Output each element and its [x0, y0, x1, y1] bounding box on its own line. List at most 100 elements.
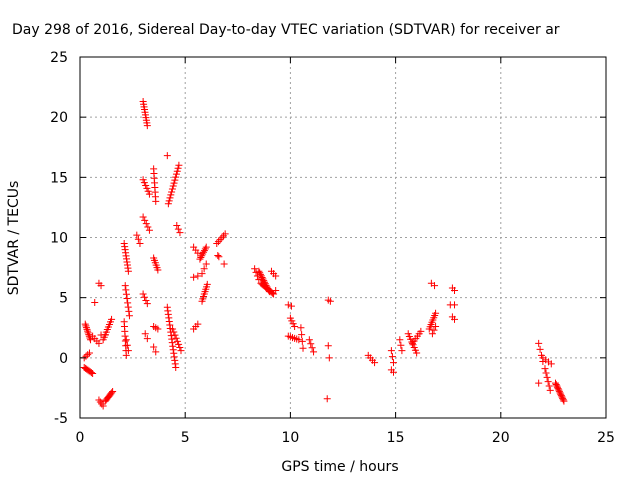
x-tick-label: 0: [76, 430, 85, 446]
data-point: [141, 216, 149, 224]
data-point: [150, 343, 158, 351]
data-point: [139, 213, 147, 221]
data-point: [124, 267, 132, 275]
data-point: [167, 191, 175, 199]
data-point: [547, 360, 555, 368]
x-tick-label: 15: [387, 430, 405, 446]
data-point: [143, 300, 151, 308]
data-point: [84, 329, 92, 337]
data-point: [85, 349, 93, 357]
data-point: [176, 229, 184, 237]
data-point: [122, 336, 130, 344]
x-tick-label: 10: [281, 430, 299, 446]
data-point: [124, 347, 132, 355]
data-point: [172, 170, 180, 178]
data-point: [220, 260, 228, 268]
data-point: [123, 341, 131, 349]
data-point: [535, 339, 543, 347]
data-point: [121, 282, 129, 290]
data-point: [133, 231, 141, 239]
data-point: [152, 348, 160, 356]
data-points: [80, 98, 568, 410]
data-point: [145, 190, 153, 198]
data-point: [172, 363, 180, 371]
data-point: [202, 260, 210, 268]
data-point: [173, 337, 181, 345]
data-point: [398, 347, 406, 355]
data-point: [431, 282, 439, 290]
data-point: [326, 297, 334, 305]
y-tick-label: 10: [50, 231, 68, 247]
data-point: [85, 331, 93, 339]
data-point: [154, 266, 162, 274]
data-point: [559, 396, 567, 404]
data-point: [139, 176, 147, 184]
data-point: [173, 221, 181, 229]
data-point: [190, 273, 198, 281]
data-point: [257, 272, 265, 280]
data-point: [200, 265, 208, 273]
data-point: [432, 323, 440, 331]
data-point: [168, 185, 176, 193]
data-point: [194, 320, 202, 328]
data-point: [163, 152, 171, 160]
data-point: [172, 334, 180, 342]
data-point: [87, 336, 95, 344]
data-point: [291, 323, 299, 331]
data-point: [142, 220, 150, 228]
data-point: [123, 295, 131, 303]
data-point: [83, 325, 91, 333]
data-point: [139, 290, 147, 298]
data-point: [168, 188, 176, 196]
data-point: [95, 339, 103, 347]
data-point: [154, 325, 162, 333]
data-point: [198, 270, 206, 278]
data-point: [388, 353, 396, 361]
data-point: [218, 234, 226, 242]
data-point: [84, 327, 92, 335]
y-tick-label: -5: [54, 411, 68, 427]
data-point: [287, 302, 295, 310]
data-point: [546, 386, 554, 394]
data-point: [194, 249, 202, 257]
data-point: [219, 232, 227, 240]
data-point: [389, 368, 397, 376]
data-point: [202, 243, 210, 251]
data-point: [430, 326, 438, 334]
data-point: [272, 272, 280, 280]
data-point: [174, 225, 182, 233]
data-point: [432, 309, 440, 317]
data-point: [174, 164, 182, 172]
data-point: [89, 369, 97, 377]
data-point: [298, 337, 306, 345]
data-point: [214, 252, 222, 260]
data-point: [166, 194, 174, 202]
data-point: [451, 286, 459, 294]
data-point: [171, 331, 179, 339]
axis-ticks: 0 5 10 15 20 25 -5 0 5 10 15 20 25: [50, 50, 615, 446]
data-point: [305, 336, 313, 344]
data-point: [451, 315, 459, 323]
data-point: [125, 307, 133, 315]
data-point: [141, 293, 149, 301]
data-point: [144, 223, 152, 231]
data-point: [535, 379, 543, 387]
data-point: [194, 272, 202, 280]
data-point: [109, 388, 117, 396]
x-axis-label: GPS time / hours: [281, 459, 398, 475]
data-point: [81, 320, 89, 328]
data-point: [175, 340, 183, 348]
data-point: [84, 351, 92, 359]
data-point: [201, 245, 209, 253]
data-point: [101, 331, 109, 339]
data-point: [82, 352, 90, 360]
data-point: [82, 324, 90, 332]
data-point: [143, 184, 151, 192]
data-point: [170, 179, 178, 187]
data-point: [140, 179, 148, 187]
data-point: [215, 253, 223, 261]
data-point: [164, 200, 172, 208]
data-point: [169, 182, 177, 190]
data-point: [451, 301, 459, 309]
